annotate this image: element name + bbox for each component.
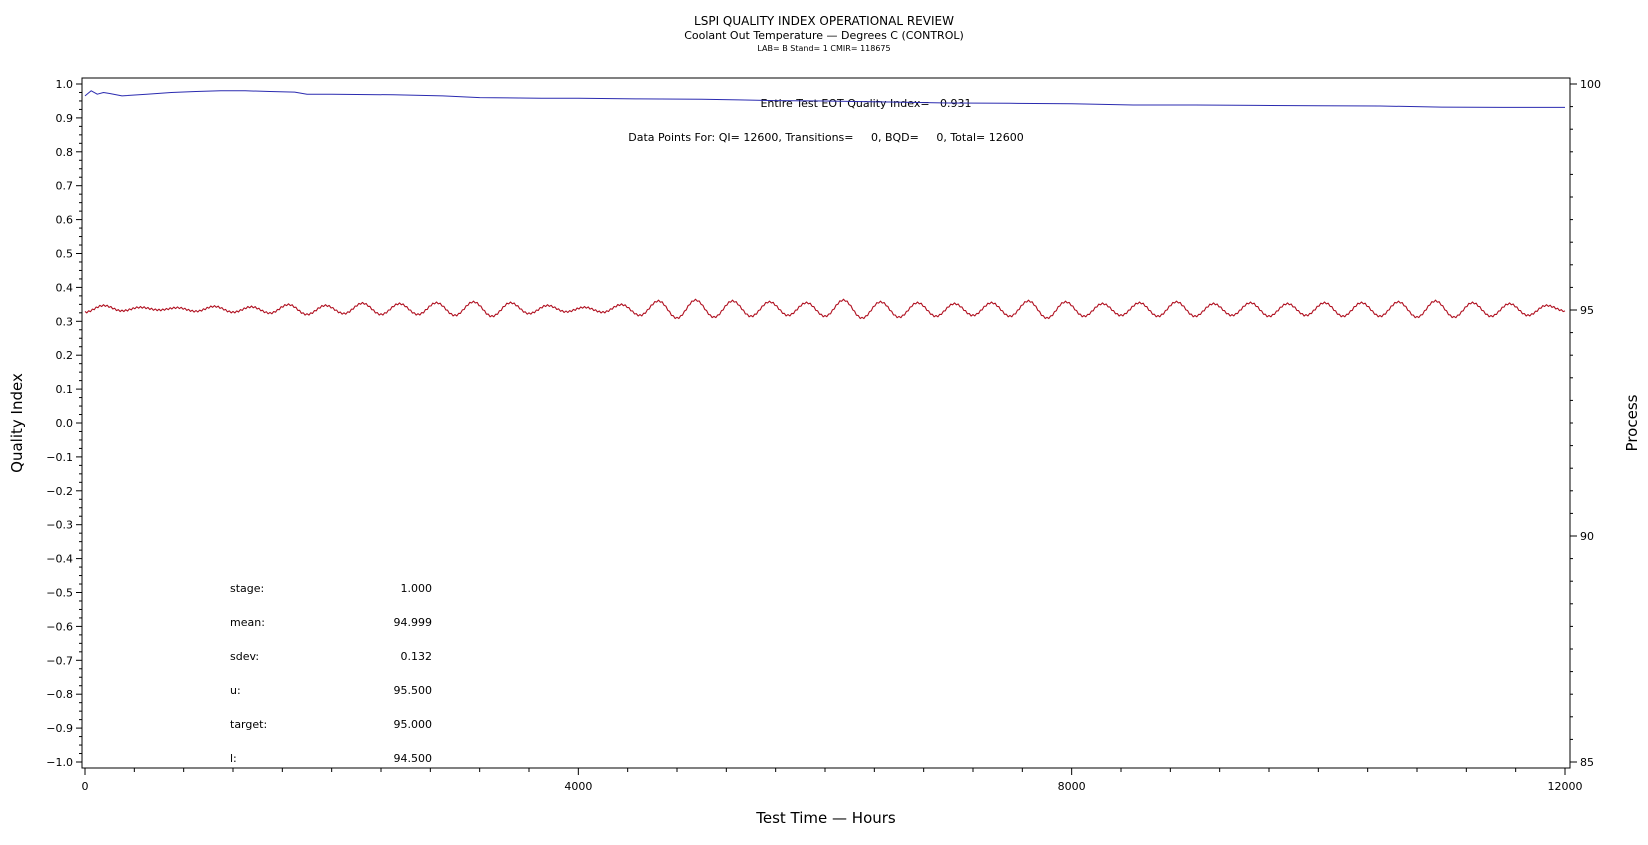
y2-axis-label: Process	[1623, 394, 1641, 451]
axis-ticks: 1.0 0.9 0.8 0.7 0.6 0.5 0.4 0.3 0.2 0.1 0.0 −0.1 −0.…	[46, 78, 1601, 793]
y-axis-label: Quality Index	[8, 373, 26, 473]
y-tick-label: 0.9	[56, 112, 74, 125]
stat-value-u: 95.500	[394, 684, 433, 697]
y-tick-label: 0.5	[56, 248, 74, 261]
y2-tick-label: 100	[1580, 78, 1601, 91]
y-tick-label: −1.0	[46, 756, 73, 769]
y-tick-label: 0.8	[56, 146, 74, 159]
y-tick-label: 0.6	[56, 214, 74, 227]
y-tick-label: −0.9	[46, 722, 73, 735]
chart-title: LSPI QUALITY INDEX OPERATIONAL REVIEW	[694, 14, 954, 28]
stat-value-mean: 94.999	[394, 616, 433, 629]
y-tick-label: −0.5	[46, 587, 73, 600]
y-tick-label: 0.4	[56, 281, 74, 294]
chart-subtitle-lab: LAB= B Stand= 1 CMIR= 118675	[757, 44, 890, 53]
stat-value-stage: 1.000	[401, 582, 433, 595]
y-tick-label: −0.7	[46, 654, 73, 667]
stat-label-mean: mean:	[230, 616, 265, 629]
stat-label-u: u:	[230, 684, 241, 697]
stat-label-target: target:	[230, 718, 267, 731]
process-series-line	[84, 298, 1566, 320]
plot-frame	[81, 77, 1571, 769]
x-tick-label: 12000	[1548, 780, 1583, 793]
y-tick-label: −0.3	[46, 519, 73, 532]
y-tick-label: −0.1	[46, 451, 73, 464]
y2-tick-label: 85	[1580, 756, 1594, 769]
y-tick-label: −0.2	[46, 485, 73, 498]
data-points-annotation: Data Points For: QI= 12600, Transitions=…	[628, 131, 1023, 144]
stat-label-stage: stage:	[230, 582, 264, 595]
data-series	[84, 90, 1566, 320]
y-tick-label: 0.0	[56, 417, 74, 430]
x-tick-label: 4000	[564, 780, 592, 793]
y-tick-label: −0.4	[46, 553, 73, 566]
y2-tick-label: 90	[1580, 530, 1594, 543]
y2-tick-label: 95	[1580, 304, 1594, 317]
stats-table: stage: 1.000 mean: 94.999 sdev: 0.132 u:…	[230, 582, 432, 765]
quality-index-series-line	[84, 90, 1565, 108]
y-tick-label: 0.7	[56, 180, 74, 193]
x-axis-label: Test Time — Hours	[755, 809, 896, 827]
y-tick-label: −0.8	[46, 688, 73, 701]
y-tick-label: 0.1	[56, 383, 74, 396]
y-tick-label: 1.0	[56, 78, 74, 91]
x-tick-label: 8000	[1058, 780, 1086, 793]
quality-index-annotation: Entire Test EOT Quality Index= 0.931	[760, 97, 971, 110]
stat-value-l: 94.500	[394, 752, 433, 765]
chart-subtitle: Coolant Out Temperature — Degrees C (CON…	[684, 29, 964, 42]
stat-value-target: 95.000	[394, 718, 433, 731]
stat-value-sdev: 0.132	[401, 650, 433, 663]
x-tick-label: 0	[82, 780, 89, 793]
stat-label-l: l:	[230, 752, 237, 765]
stat-label-sdev: sdev:	[230, 650, 259, 663]
y-tick-label: 0.2	[56, 349, 74, 362]
y-tick-label: −0.6	[46, 620, 73, 633]
y-tick-label: 0.3	[56, 315, 74, 328]
